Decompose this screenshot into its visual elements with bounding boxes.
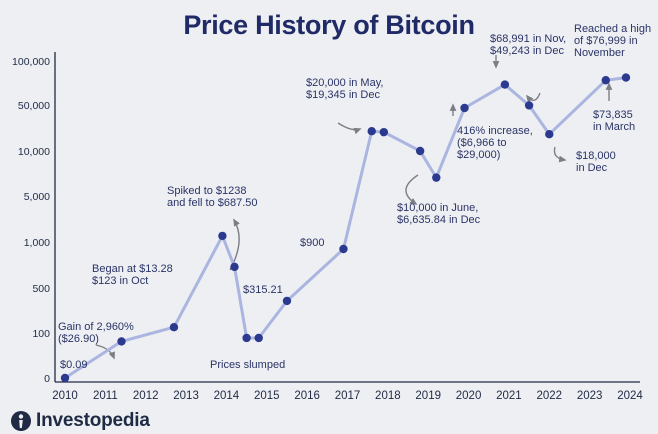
- data-point: [460, 103, 469, 113]
- annotation-line: $49,243 in Dec: [490, 45, 564, 57]
- x-tick-label: 2012: [133, 390, 159, 402]
- x-tick-label: 2018: [375, 390, 401, 402]
- annotation-line: $20,000 in May,: [306, 77, 383, 89]
- data-point: [60, 373, 70, 383]
- data-point: [230, 262, 239, 272]
- data-point: [379, 127, 389, 137]
- data-point: [218, 231, 227, 241]
- annotation-label: Began at $13.28 $123 in Oct: [92, 263, 173, 287]
- chart-axes: [54, 52, 640, 383]
- annotation-label: Prices slumped: [210, 359, 285, 371]
- annotation-line: of $76,999 in: [574, 35, 638, 47]
- annotation-line: Spiked to $1238: [167, 185, 247, 197]
- annotation-line: Reached a high: [574, 23, 651, 35]
- x-tick-label: 2015: [254, 390, 280, 402]
- annotation-line: $29,000): [457, 149, 500, 161]
- price-series: [64, 76, 627, 380]
- investopedia-logo-icon: [11, 411, 31, 431]
- data-point: [282, 296, 292, 306]
- annotation-line: in Dec: [576, 162, 608, 174]
- x-tick-labels: 2010 2011 2012 2013 2014 2015 2016 2017 2018 2019…: [52, 390, 643, 402]
- x-tick-label: 2024: [617, 390, 643, 402]
- x-tick-label: 2022: [536, 390, 562, 402]
- annotation-line: $900: [300, 237, 324, 249]
- x-tick-label: 2013: [173, 390, 199, 402]
- annotation-line: $10,000 in June,: [397, 202, 478, 214]
- y-tick-label: 10,000: [18, 146, 50, 158]
- chart-title: Price History of Bitcoin: [183, 10, 475, 40]
- annotation-line: November: [574, 47, 625, 59]
- annotation-label: $68,991 in Nov, $49,243 in Dec: [490, 33, 566, 57]
- x-tick-label: 2023: [577, 390, 603, 402]
- investopedia-brand: Investopedia: [10, 410, 150, 432]
- annotation-line: $68,991 in Nov,: [490, 33, 566, 45]
- x-tick-label: 2010: [52, 390, 78, 402]
- annotation-line: $73,835: [593, 109, 633, 121]
- annotation-line: $18,000: [576, 150, 616, 162]
- data-point: [367, 126, 376, 136]
- annotation-line: Prices slumped: [210, 359, 285, 371]
- y-tick-label: 50,000: [18, 100, 50, 112]
- annotation-label: $315.21: [243, 284, 283, 296]
- annotation-label: $0.09: [60, 359, 88, 371]
- annotation-label: $73,835 in March: [593, 109, 635, 133]
- data-point: [169, 323, 179, 332]
- y-tick-label: 1,000: [24, 237, 50, 249]
- annotation-label: $10,000 in June, $6,635.84 in Dec: [397, 202, 481, 226]
- y-tick-label: 100,000: [12, 56, 50, 68]
- annotation-arrow: [405, 174, 419, 205]
- brand-name: Investopedia: [36, 410, 150, 431]
- annotation-arrow: [337, 122, 362, 135]
- annotation-label: Gain of 2,960% ($26.90): [58, 321, 134, 345]
- annotation-line: Gain of 2,960%: [58, 321, 134, 333]
- data-point: [500, 80, 510, 89]
- data-point: [545, 130, 554, 139]
- price-line: [64, 76, 627, 380]
- annotation-line: and fell to $687.50: [167, 197, 258, 209]
- annotation-label: $18,000 in Dec: [576, 150, 616, 174]
- annotation-label: Reached a high of $76,999 in November: [574, 23, 651, 59]
- x-tick-label: 2021: [496, 390, 522, 402]
- annotation-line: 416% increase,: [457, 125, 533, 137]
- annotation-line: Began at $13.28: [92, 263, 173, 275]
- x-tick-label: 2014: [214, 390, 240, 402]
- annotation-line: ($6,966 to: [457, 137, 507, 149]
- annotation-line: $6,635.84 in Dec: [397, 214, 481, 226]
- data-point: [415, 146, 425, 156]
- x-tick-label: 2019: [415, 390, 441, 402]
- y-tick-label: 5,000: [24, 191, 50, 203]
- price-points: [60, 73, 631, 383]
- data-point: [432, 173, 441, 182]
- data-point: [601, 76, 610, 85]
- annotation-line: $0.09: [60, 359, 88, 371]
- annotation-line: ($26.90): [58, 333, 99, 345]
- annotation-line: $315.21: [243, 284, 283, 296]
- x-tick-label: 2016: [294, 390, 320, 402]
- data-point: [117, 337, 126, 346]
- x-tick-label: 2011: [93, 390, 118, 402]
- annotation-line: $19,345 in Dec: [306, 89, 380, 101]
- annotations: $0.09 Gain of 2,960% ($26.90) Began at $13.…: [58, 23, 651, 371]
- y-tick-label: 0: [44, 373, 50, 385]
- y-tick-label: 500: [32, 283, 50, 295]
- annotation-line: $123 in Oct: [92, 275, 148, 287]
- data-point: [524, 101, 534, 110]
- annotation-arrow: [525, 92, 541, 103]
- y-tick-labels: 0 100 500 1,000 5,000 10,000 50,000 100,000: [12, 56, 50, 385]
- annotation-label: Spiked to $1238 and fell to $687.50: [167, 185, 258, 209]
- annotation-label: $900: [300, 237, 324, 249]
- annotation-line: in March: [593, 121, 635, 133]
- data-point: [254, 333, 263, 343]
- x-tick-label: 2020: [456, 390, 482, 402]
- data-point: [621, 73, 631, 82]
- y-tick-label: 100: [32, 328, 50, 340]
- x-tick-label: 2017: [335, 390, 361, 402]
- annotation-arrow: [553, 146, 567, 163]
- data-point: [339, 244, 348, 254]
- data-point: [242, 333, 251, 343]
- annotation-label: $20,000 in May, $19,345 in Dec: [306, 77, 383, 101]
- annotation-label: 416% increase, ($6,966 to $29,000): [457, 125, 533, 161]
